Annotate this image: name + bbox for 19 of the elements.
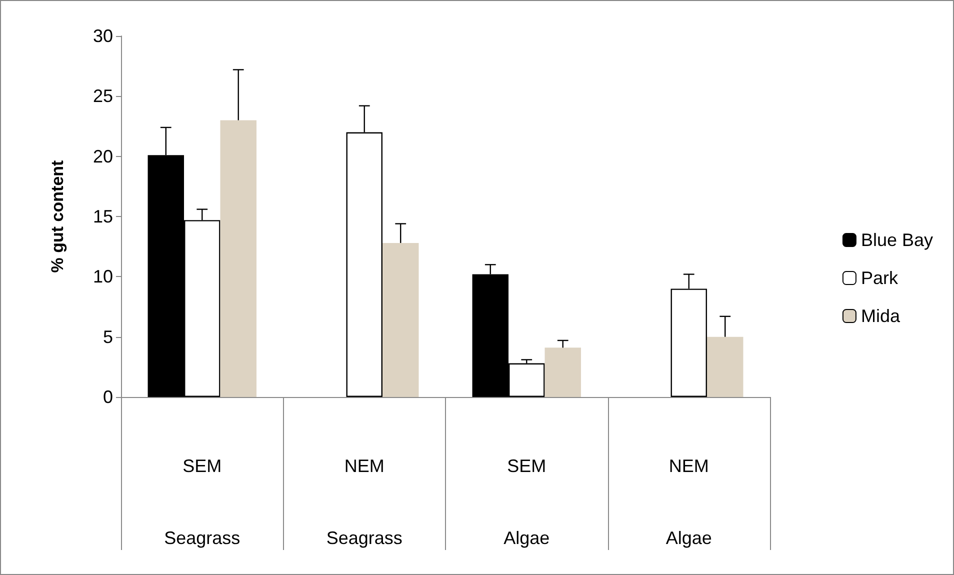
legend-label: Mida — [860, 306, 901, 326]
y-tick-label: 15 — [92, 206, 113, 226]
y-tick-label: 25 — [92, 86, 113, 106]
bar — [706, 336, 744, 397]
category-label: SEM Seagrass — [164, 456, 240, 548]
category-label: NEM Seagrass — [326, 456, 402, 548]
y-tick-label: 10 — [92, 266, 113, 287]
y-tick-label: 30 — [92, 26, 113, 46]
y-tick-label: 5 — [102, 326, 113, 347]
y-tick-label: 20 — [92, 146, 113, 166]
y-axis-title: % gut content — [48, 160, 67, 273]
bar — [382, 242, 419, 397]
category-label: NEM Algae — [666, 456, 712, 548]
category-label: SEM Algae — [504, 456, 550, 548]
bar — [544, 348, 581, 397]
legend-label: Blue Bay — [860, 230, 934, 250]
legend-label: Park — [860, 268, 899, 288]
bar — [220, 120, 256, 397]
y-tick-label: 0 — [102, 387, 113, 407]
